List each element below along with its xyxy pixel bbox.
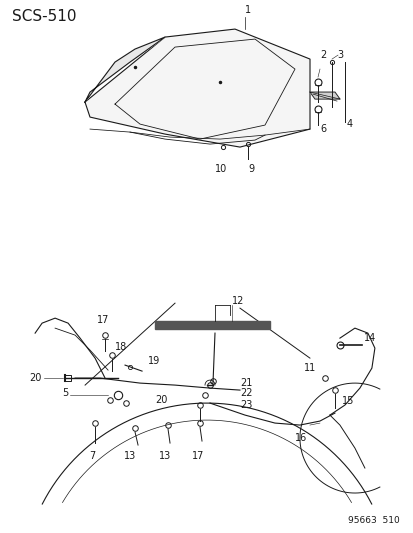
Text: 95663  510: 95663 510	[347, 516, 399, 525]
Polygon shape	[85, 29, 309, 147]
Text: 13: 13	[159, 451, 171, 461]
Text: 22: 22	[240, 388, 252, 398]
Text: 2: 2	[319, 50, 325, 60]
Text: 3: 3	[336, 50, 342, 60]
Text: SCS-510: SCS-510	[12, 9, 76, 24]
Text: 19: 19	[148, 356, 160, 366]
Text: 5: 5	[62, 388, 68, 398]
Text: 16: 16	[294, 433, 306, 443]
Polygon shape	[85, 37, 165, 102]
Text: 6: 6	[319, 124, 325, 134]
Text: 17: 17	[97, 315, 109, 325]
Text: 7: 7	[89, 451, 95, 461]
Text: 18: 18	[115, 342, 127, 352]
Text: 9: 9	[247, 164, 254, 174]
Text: 4: 4	[346, 119, 352, 129]
Text: 15: 15	[341, 396, 354, 406]
Text: 17: 17	[191, 451, 204, 461]
Polygon shape	[309, 92, 339, 99]
Text: 20: 20	[30, 373, 42, 383]
Text: 21: 21	[240, 378, 252, 388]
Polygon shape	[154, 321, 269, 329]
Text: 11: 11	[303, 363, 315, 373]
Text: 13: 13	[123, 451, 136, 461]
Text: 23: 23	[240, 400, 252, 410]
Text: 14: 14	[363, 333, 375, 343]
Text: 10: 10	[214, 164, 227, 174]
Text: 1: 1	[244, 5, 250, 15]
Text: 20: 20	[155, 395, 168, 405]
Text: 12: 12	[231, 296, 244, 306]
